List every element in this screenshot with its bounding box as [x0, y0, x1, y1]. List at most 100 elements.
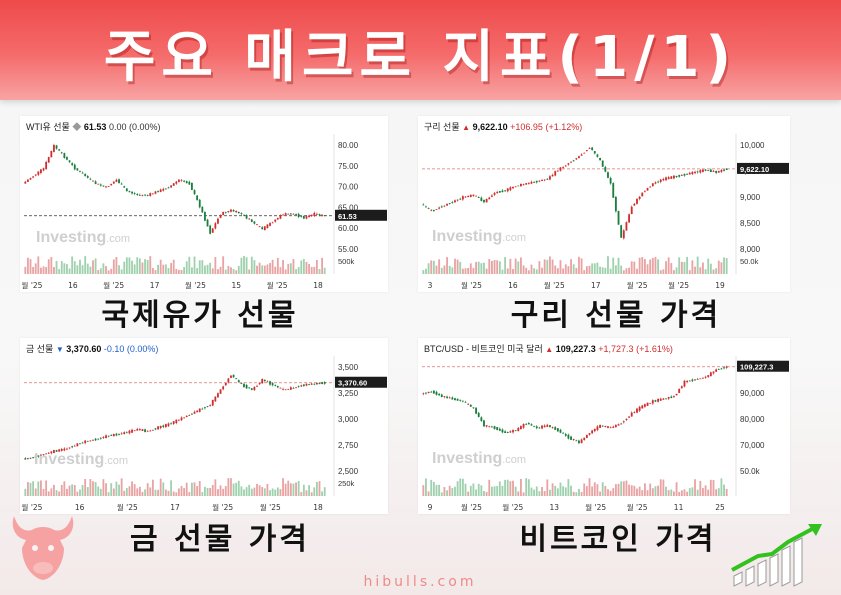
volume-bar [614, 265, 617, 274]
volume-bar [427, 263, 430, 274]
candle-body [480, 417, 483, 421]
candle-body [622, 230, 625, 239]
candle-body [159, 425, 162, 429]
candle-body [572, 438, 575, 440]
x-tick-label: 13 [550, 503, 560, 512]
volume-bar [71, 484, 74, 496]
candle-body [227, 378, 230, 383]
volume-bar [591, 263, 594, 274]
volume-bar [206, 487, 209, 496]
candle-body [525, 423, 528, 425]
volume-bar [432, 260, 435, 274]
volume-bar [81, 484, 84, 496]
candle-body [183, 417, 186, 419]
volume-bar [485, 491, 488, 496]
candle-body [583, 152, 586, 154]
candle-body [694, 171, 696, 174]
volume-bar [725, 258, 728, 274]
candle-body [120, 433, 123, 435]
candle-body [157, 426, 159, 430]
candle-body [185, 181, 188, 184]
candle-body [691, 379, 694, 382]
candle-body [68, 160, 71, 163]
candle-body [467, 403, 470, 405]
candle-body [125, 432, 128, 434]
volume-bar [84, 256, 87, 274]
candle-body [707, 375, 710, 377]
candle-body [245, 215, 248, 219]
volume-bar [123, 261, 126, 274]
candle-body [144, 194, 146, 196]
candle-body [237, 380, 240, 382]
candle-body [440, 206, 443, 208]
candle-body [440, 394, 443, 397]
candle-body [287, 388, 290, 390]
candle-body [40, 454, 42, 456]
candle-body [715, 369, 718, 372]
volume-bar [219, 266, 222, 274]
candle-body [315, 382, 318, 385]
candle-body [86, 440, 89, 442]
volume-bar [123, 490, 126, 496]
volume-bar [42, 488, 45, 496]
candle-body [313, 212, 316, 217]
volume-bar [554, 485, 557, 496]
volume-bar [443, 265, 446, 274]
gold-caption: 금 선물 가격 [130, 522, 310, 557]
volume-bar [170, 263, 173, 274]
candle-body [206, 406, 209, 407]
candle-body [541, 180, 543, 181]
candle-body [34, 174, 37, 176]
volume-bar [625, 268, 628, 274]
candle-body [454, 200, 456, 203]
volume-bar [686, 256, 689, 274]
volume-bar [686, 491, 689, 496]
candle-body [609, 177, 612, 184]
volume-bar [60, 484, 63, 496]
candle-body [295, 214, 297, 215]
candle-body [501, 429, 504, 433]
volume-bar [177, 269, 180, 274]
volume-bar [448, 265, 451, 274]
candle-body [496, 191, 499, 193]
candle-body [250, 219, 253, 222]
volume-bar [704, 485, 707, 496]
volume-bar [456, 481, 459, 496]
volume-bar [688, 270, 691, 274]
candle-body [253, 386, 256, 391]
volume-bar [29, 482, 32, 496]
volume-bar [276, 487, 279, 496]
candle-body [162, 425, 165, 428]
candle-body [276, 385, 279, 388]
volume-bar [488, 259, 491, 274]
volume-bar [125, 488, 128, 496]
volume-bar [196, 486, 199, 496]
candle-body [323, 381, 326, 384]
gold-chart-panel: 3,500 3,250 3,000 2,750 2,500 3,370.60 250k 월 '… [20, 338, 388, 514]
candle-body [612, 183, 615, 198]
volume-bar [514, 258, 517, 274]
candle-body [193, 190, 196, 195]
volume-bar [475, 489, 478, 496]
last-price-label: 61.53 [338, 212, 357, 221]
volume-bar [699, 267, 702, 274]
candle-body [612, 426, 615, 428]
volume-bar [159, 478, 162, 496]
volume-bar [144, 259, 146, 274]
volume-bar [227, 478, 230, 496]
x-tick-label: 월 '25 [502, 502, 523, 512]
volume-bar [172, 259, 175, 274]
x-tick-label: 월 '25 [22, 280, 43, 290]
candle-body [643, 191, 646, 193]
volume-bar [694, 266, 696, 274]
x-tick-label: 11 [674, 503, 684, 512]
candle-body [596, 426, 599, 431]
candle-body [271, 383, 274, 386]
candle-body [493, 426, 496, 430]
candle-body [24, 181, 27, 184]
candle-body [628, 416, 631, 418]
volume-bar [683, 262, 686, 274]
volume-bar [720, 478, 723, 496]
candle-body [580, 439, 583, 444]
volume-bar [164, 264, 167, 274]
